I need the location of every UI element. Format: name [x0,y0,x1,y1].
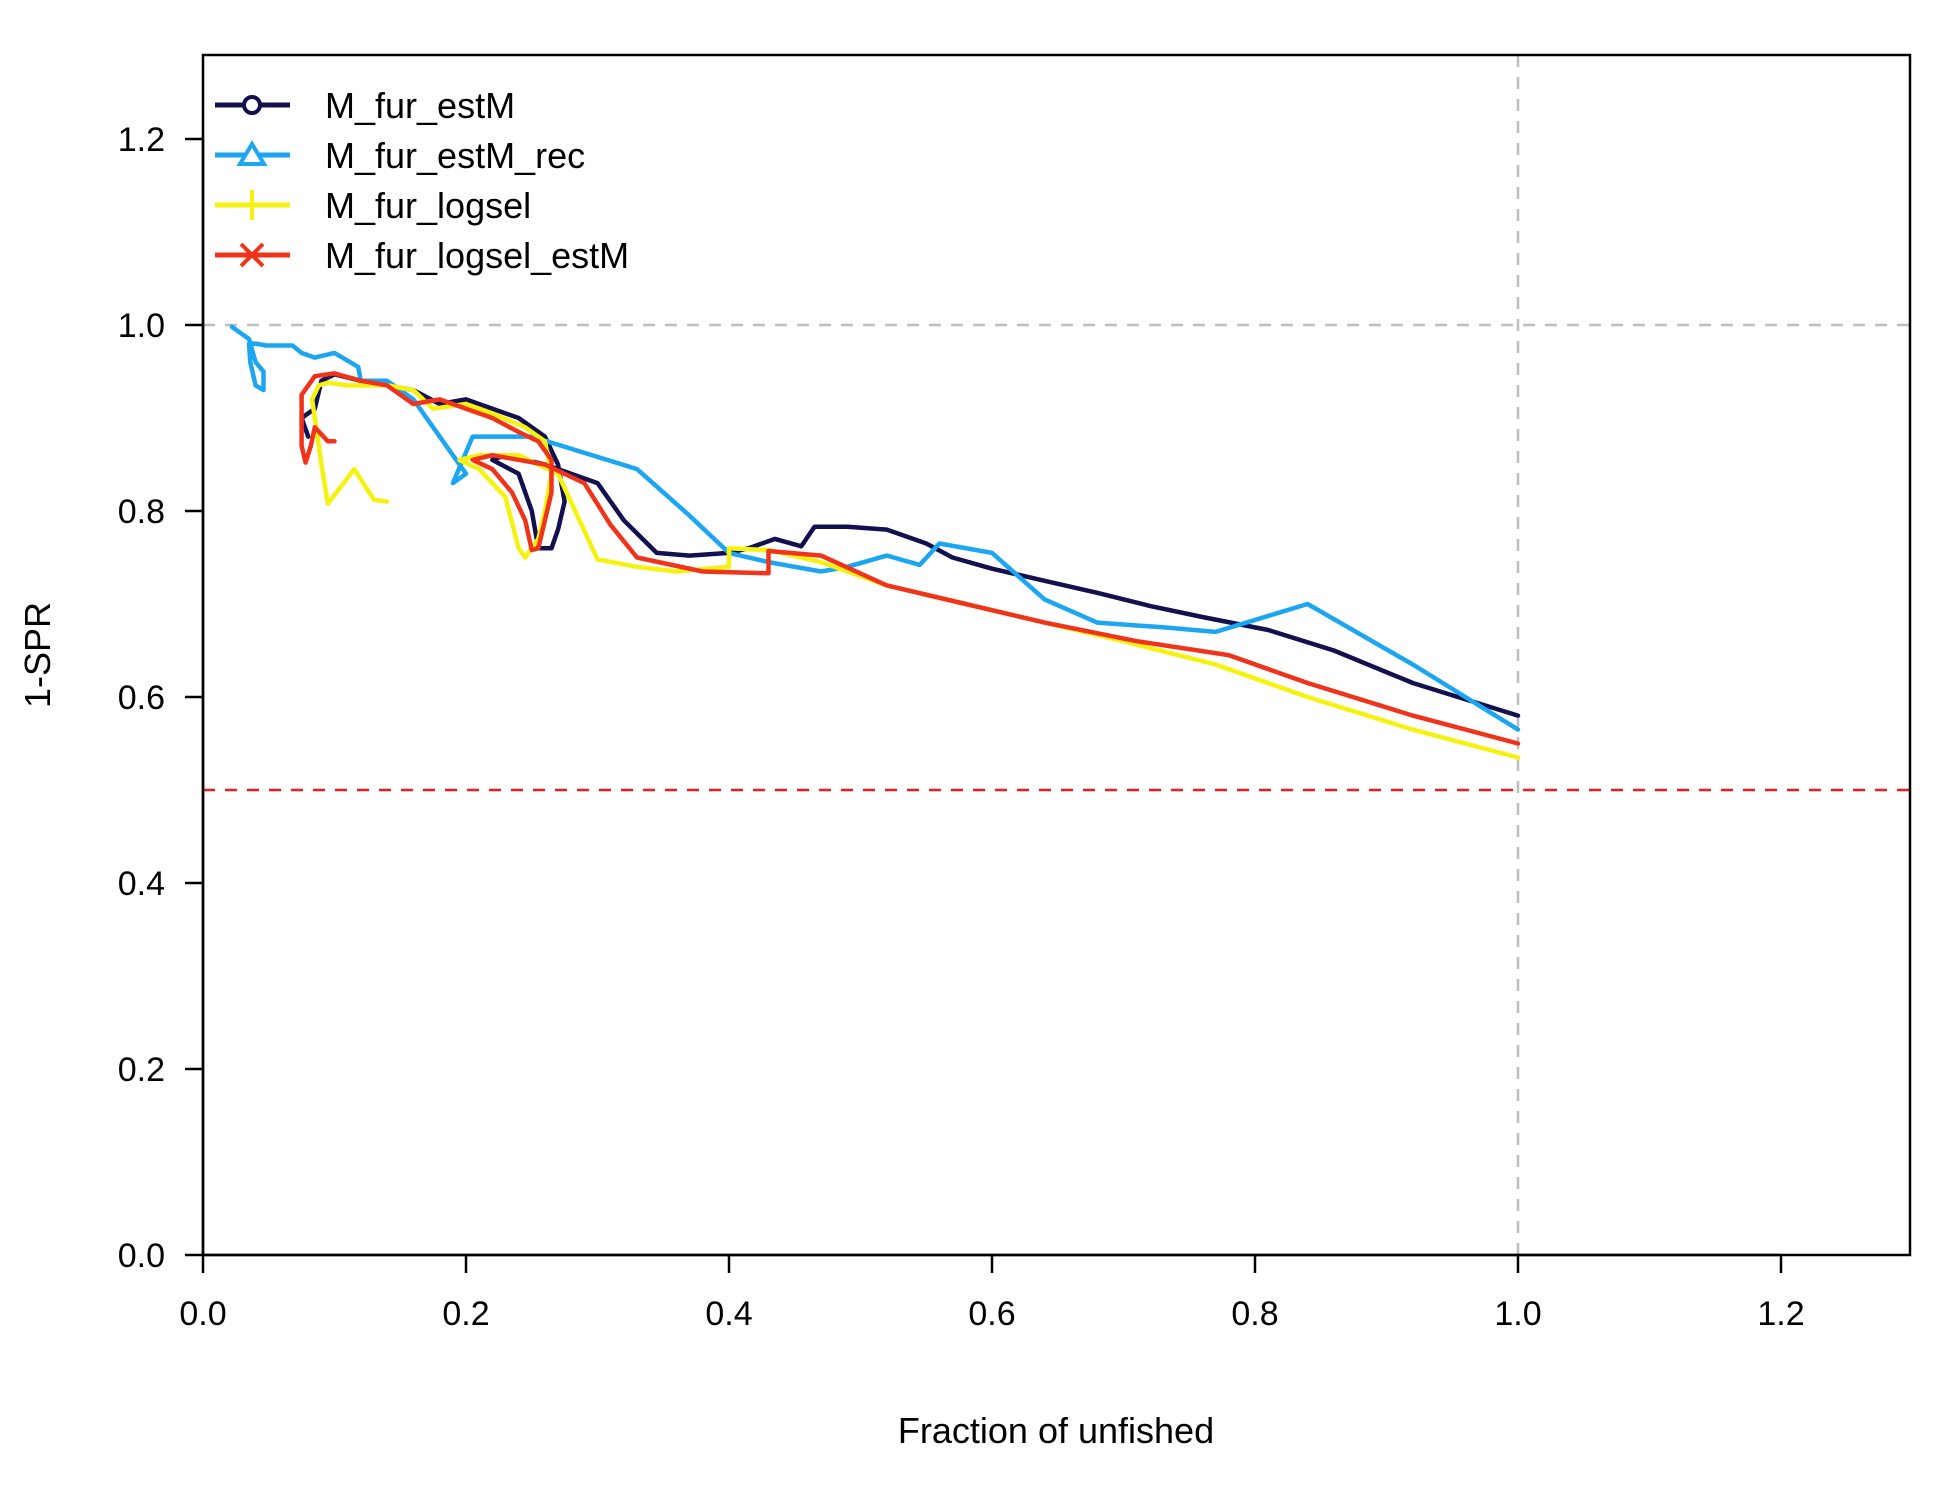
y-axis-title: 1-SPR [17,602,58,708]
y-tick-label: 0.4 [118,865,165,903]
legend-item-m-fur-logsel: M_fur_logsel [215,185,531,226]
legend: M_fur_estM M_fur_estM_rec M_fur_logsel M_fu… [215,85,629,276]
reference-lines [203,55,1910,1255]
x-tick-label: 0.6 [968,1295,1015,1333]
x-tick-label: 1.0 [1494,1295,1541,1333]
legend-marker-x [239,242,265,268]
y-tick-label: 0.6 [118,679,165,717]
y-axis: 0.0 0.2 0.4 0.6 0.8 1.0 1.2 [118,121,205,1275]
y-tick-label: 1.0 [118,307,165,345]
x-tick-label: 0.8 [1231,1295,1278,1333]
y-tick-label: 0.8 [118,493,165,531]
y-tick-label: 0.2 [118,1051,165,1089]
legend-label: M_fur_estM [325,85,515,126]
legend-label: M_fur_logsel [325,185,531,226]
x-tick-label: 0.4 [705,1295,752,1333]
series-line-m-fur-estm [299,372,1521,718]
legend-label: M_fur_estM_rec [325,135,585,176]
series-line-m-fur-estm-rec [229,324,1521,732]
legend-label: M_fur_logsel_estM [325,235,629,276]
x-axis-title: Fraction of unfished [898,1410,1214,1451]
x-axis: 0.0 0.2 0.4 0.6 0.8 1.0 1.2 [179,1253,1805,1333]
legend-marker-circle [242,95,262,115]
legend-item-m-fur-logsel-estm: M_fur_logsel_estM [215,235,629,276]
x-tick-label: 0.0 [179,1295,226,1333]
legend-item-m-fur-estm: M_fur_estM [215,85,515,126]
y-tick-label: 0.0 [118,1237,165,1275]
legend-item-m-fur-estm-rec: M_fur_estM_rec [215,135,585,176]
x-tick-label: 0.2 [442,1295,489,1333]
series-layer [229,324,1521,760]
y-tick-label: 1.2 [118,121,165,159]
series-line-m-fur-logsel-estm [299,371,1521,746]
legend-marker-triangle [236,140,268,166]
x-tick-label: 1.2 [1757,1295,1804,1333]
